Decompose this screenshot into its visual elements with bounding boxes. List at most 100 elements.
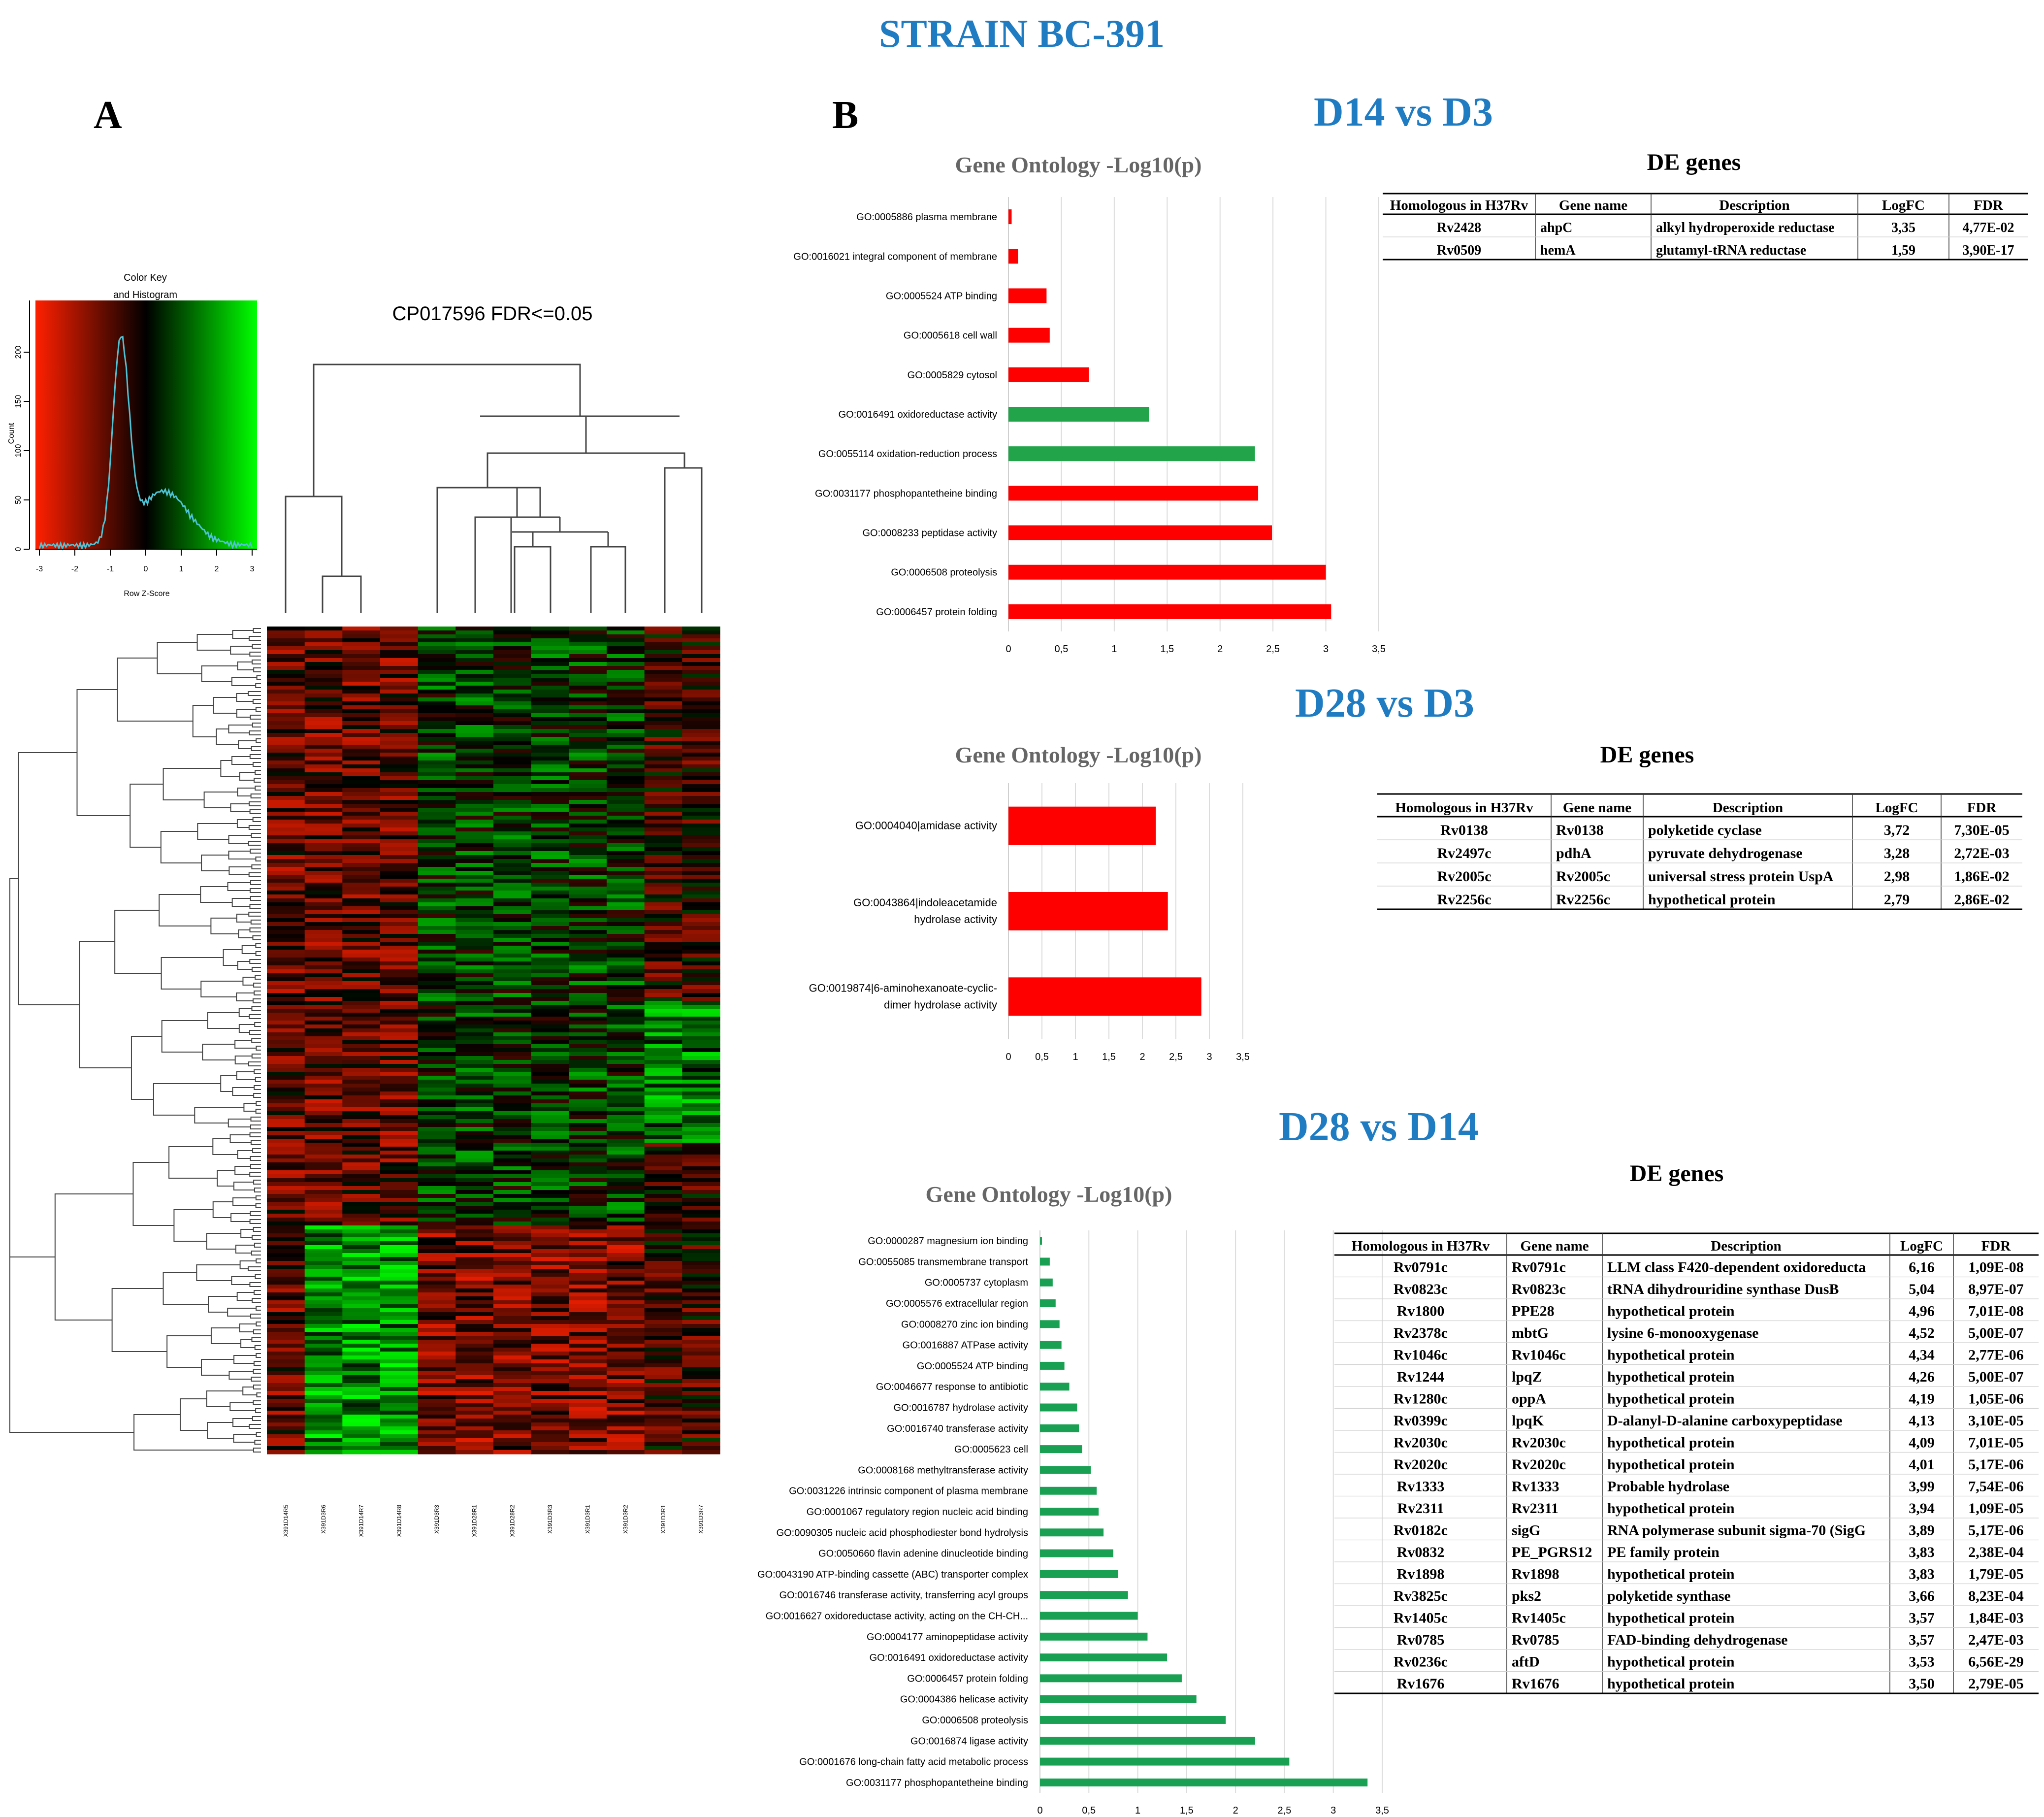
heatmap-cell: [569, 784, 607, 789]
heatmap-cell: [380, 831, 419, 836]
heatmap-cell: [493, 1001, 532, 1005]
heatmap-cell: [342, 835, 381, 840]
heatmap-cell: [418, 1395, 456, 1399]
x-tick-label: 3: [1323, 644, 1329, 655]
row-dendrogram-branch: [255, 1203, 261, 1208]
row-dendrogram-branch: [256, 738, 261, 743]
heatmap-cell: [267, 788, 305, 793]
table-cell: Rv0832: [1397, 1544, 1445, 1560]
heatmap-cell: [644, 863, 682, 867]
heatmap-cell: [380, 654, 419, 659]
heatmap-cell: [682, 694, 720, 698]
heatmap-cell: [607, 1123, 645, 1127]
table-row: Rv2311 Rv2311 hypothetical protein 3,94 1,09…: [1397, 1500, 2023, 1517]
heatmap-cell: [342, 1355, 381, 1360]
heatmap-cell: [493, 965, 532, 970]
heatmap-cell: [644, 717, 682, 722]
heatmap-cell: [304, 1320, 343, 1324]
sample-label: X391D3R6: [320, 1505, 327, 1534]
table-cell: hypothetical protein: [1607, 1676, 1735, 1692]
heatmap-cell: [455, 1139, 494, 1143]
row-dendrogram-branch: [250, 1124, 261, 1129]
heatmap-cell: [380, 1084, 419, 1088]
heatmap-cell: [455, 753, 494, 757]
heatmap-cell: [418, 816, 456, 820]
heatmap-cell: [418, 808, 456, 812]
heatmap-cell: [531, 930, 569, 934]
heatmap-cell: [682, 729, 720, 733]
heatmap-cell: [342, 1190, 381, 1194]
x-tick-label: 3,5: [1236, 1052, 1250, 1062]
bar: [1040, 1695, 1197, 1703]
row-dendrogram-branch: [252, 762, 261, 767]
heatmap-cell: [607, 701, 645, 706]
row-dendrogram-branch: [250, 896, 261, 901]
heatmap-cell: [493, 1387, 532, 1391]
heatmap-cell: [493, 642, 532, 647]
heatmap-cell: [418, 835, 456, 840]
heatmap-cell: [267, 709, 305, 714]
heatmap-cell: [342, 1111, 381, 1116]
heatmap-cell: [644, 1383, 682, 1388]
heatmap-cell: [380, 690, 419, 694]
heatmap-cell: [455, 1182, 494, 1187]
heatmap-cell: [607, 835, 645, 840]
heatmap-cell: [644, 958, 682, 962]
heatmap-cell: [380, 977, 419, 982]
heatmap-cell: [682, 804, 720, 808]
heatmap-cell: [493, 1442, 532, 1447]
heatmap-cell: [455, 831, 494, 836]
heatmap-cell: [418, 658, 456, 662]
heatmap-cell: [455, 666, 494, 670]
heatmap-cell: [569, 780, 607, 785]
heatmap-cell: [493, 808, 532, 812]
x-tick-label: 2: [1233, 1805, 1238, 1816]
heatmap-cell: [607, 713, 645, 718]
heatmap-cell: [418, 1387, 456, 1391]
heatmap-cell: [531, 1147, 569, 1151]
row-dendrogram-branch: [248, 912, 261, 917]
row-dendrogram-branch: [236, 1071, 256, 1080]
row-dendrogram-branch: [254, 991, 261, 995]
heatmap-cell: [418, 1442, 456, 1447]
heatmap-cell: [267, 1155, 305, 1159]
heatmap-cell: [493, 1158, 532, 1163]
heatmap-cell: [455, 812, 494, 816]
heatmap-cell: [455, 760, 494, 765]
heatmap-cell: [455, 638, 494, 643]
heatmap-cell: [644, 658, 682, 662]
heatmap-cell: [607, 954, 645, 958]
heatmap-cell: [531, 1438, 569, 1443]
heatmap-cell: [493, 1095, 532, 1100]
heatmap-cell: [304, 1395, 343, 1399]
heatmap-cell: [531, 883, 569, 887]
heatmap-cell: [531, 1363, 569, 1368]
heatmap-cell: [531, 1253, 569, 1257]
heatmap-cell: [607, 1024, 645, 1029]
go-chart-2-title: Gene Ontology -Log10(p): [955, 742, 1202, 767]
heatmap-cell: [418, 879, 456, 883]
heatmap-cell: [267, 749, 305, 753]
table-cell: 3,50: [1909, 1676, 1935, 1692]
heatmap-cell: [531, 914, 569, 919]
heatmap-cell: [304, 1206, 343, 1210]
heatmap-cell: [682, 946, 720, 950]
heatmap-cell: [644, 686, 682, 690]
heatmap-cell: [380, 1355, 419, 1360]
heatmap-cell: [342, 800, 381, 804]
heatmap-cell: [342, 997, 381, 1001]
heatmap-cell: [267, 682, 305, 686]
heatmap-cell: [644, 1233, 682, 1238]
heatmap-cell: [304, 1312, 343, 1317]
heatmap-cell: [493, 883, 532, 887]
heatmap-cell: [418, 1005, 456, 1009]
heatmap-cell: [267, 954, 305, 958]
table-cell: 2,47E-03: [1968, 1632, 2024, 1648]
heatmap-cell: [569, 981, 607, 986]
row-dendrogram-branch: [250, 1164, 261, 1169]
heatmap-cell: [607, 1269, 645, 1273]
heatmap-cell: [418, 745, 456, 749]
heatmap-cell: [607, 1371, 645, 1376]
heatmap-cell: [682, 1194, 720, 1198]
color-key-x-tick-label: -1: [107, 565, 114, 573]
